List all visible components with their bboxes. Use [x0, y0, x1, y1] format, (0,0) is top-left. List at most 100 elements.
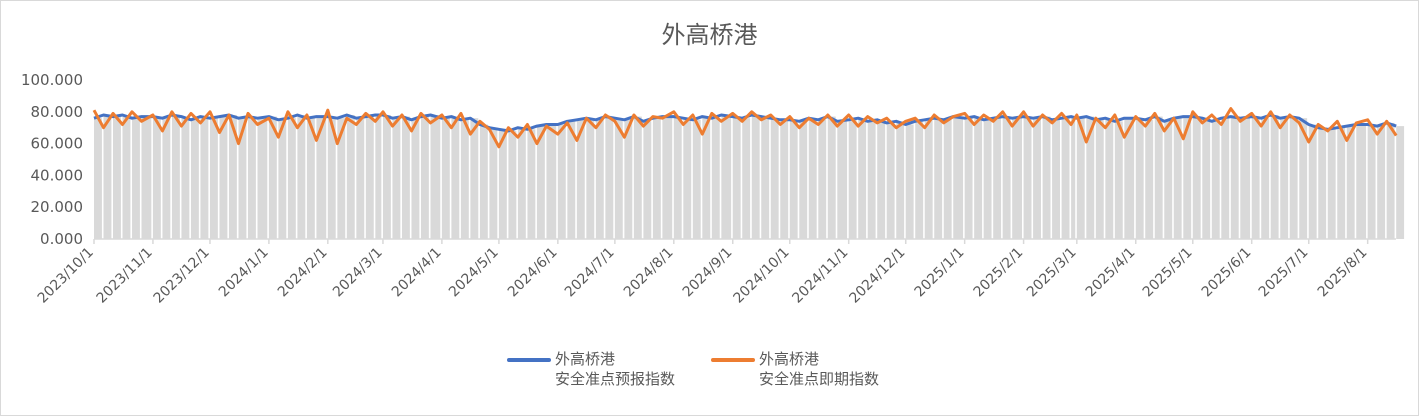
- background-column: [780, 119, 789, 239]
- background-column: [536, 126, 545, 239]
- background-column: [692, 119, 701, 239]
- background-column: [546, 124, 557, 239]
- background-column: [557, 124, 566, 239]
- background-column: [1086, 116, 1095, 239]
- background-column: [1002, 116, 1011, 239]
- background-column: [1386, 122, 1395, 239]
- y-tick-label: 60.000: [31, 135, 84, 153]
- background-column: [1270, 114, 1279, 239]
- background-column: [1202, 118, 1211, 239]
- x-tick-label: 2025/8/1: [1315, 245, 1371, 301]
- background-column: [673, 116, 682, 239]
- x-tick-label: 2025/1/1: [912, 245, 968, 301]
- legend-label-line2: 安全准点即期指数: [759, 370, 880, 388]
- background-column: [953, 116, 964, 239]
- background-column: [751, 114, 760, 239]
- background-column: [1367, 124, 1376, 239]
- background-column: [770, 118, 779, 239]
- background-column: [1230, 116, 1239, 239]
- background-column: [190, 119, 199, 239]
- background-column: [848, 119, 857, 239]
- background-column: [209, 118, 218, 239]
- background-column: [517, 127, 526, 239]
- background-column: [365, 116, 374, 239]
- legend-item-forecast: 外高桥港 安全准点预报指数: [507, 349, 675, 389]
- background-column: [1033, 118, 1041, 239]
- background-column: [1154, 116, 1163, 239]
- background-column: [1280, 118, 1289, 239]
- background-column: [1261, 118, 1270, 239]
- background-column: [818, 119, 827, 239]
- background-column: [586, 118, 595, 239]
- background-column: [1164, 121, 1173, 239]
- background-column: [508, 130, 517, 239]
- background-column: [905, 124, 914, 239]
- background-column: [94, 118, 102, 239]
- legend-swatch-realtime: [711, 358, 755, 362]
- background-column: [278, 119, 287, 239]
- background-column: [356, 118, 365, 239]
- background-column: [113, 116, 121, 239]
- x-tick-label: 2025/4/1: [1083, 245, 1139, 301]
- x-tick-label: 2024/8/1: [621, 245, 677, 301]
- x-tick-label: 2025/3/1: [1024, 245, 1080, 301]
- background-column: [1346, 126, 1355, 239]
- background-column: [392, 118, 401, 239]
- legend-label-line1: 外高桥港: [555, 350, 616, 368]
- background-column: [411, 119, 420, 239]
- x-tick-label: 2024/5/1: [446, 245, 502, 301]
- background-column: [915, 121, 924, 239]
- background-column: [346, 114, 355, 239]
- background-column: [219, 116, 228, 239]
- background-column: [896, 121, 905, 239]
- x-tick-label: 2024/10/1: [731, 245, 793, 307]
- background-column: [974, 116, 983, 239]
- background-column: [1114, 121, 1123, 239]
- y-tick-label: 0.000: [40, 230, 83, 248]
- background-column: [1377, 126, 1386, 239]
- background-column: [1042, 116, 1051, 239]
- background-column: [614, 118, 623, 239]
- x-tick-label: 2023/11/1: [94, 245, 156, 307]
- background-column: [721, 114, 732, 239]
- background-column: [761, 116, 770, 239]
- x-tick-label: 2024/6/1: [505, 245, 561, 301]
- background-column: [711, 118, 720, 239]
- background-column: [702, 116, 711, 239]
- background-column: [152, 116, 161, 239]
- background-column: [1251, 116, 1260, 239]
- legend-swatch-forecast: [507, 358, 551, 362]
- chart-title: 外高桥港: [661, 21, 758, 49]
- background-column: [103, 114, 112, 239]
- background-column: [732, 116, 741, 239]
- background-column: [327, 116, 336, 239]
- background-column: [430, 114, 441, 239]
- background-column: [441, 118, 450, 239]
- background-column: [498, 129, 507, 239]
- background-column: [1183, 116, 1192, 239]
- background-column: [595, 119, 604, 239]
- background-column: [643, 121, 652, 239]
- background-column: [489, 127, 498, 239]
- background-column: [122, 114, 131, 239]
- background-column: [1396, 126, 1405, 239]
- background-column: [268, 116, 277, 239]
- background-column: [1145, 119, 1154, 239]
- x-tick-label: 2025/2/1: [971, 245, 1027, 301]
- legend-item-realtime: 外高桥港 安全准点即期指数: [711, 349, 879, 389]
- background-column: [683, 118, 692, 239]
- background-column: [799, 121, 808, 239]
- background-column: [662, 116, 673, 239]
- background-column: [1308, 124, 1317, 239]
- background-column: [652, 118, 661, 239]
- background-column: [162, 118, 171, 239]
- background-column: [1023, 116, 1032, 239]
- background-column: [527, 129, 536, 239]
- background-column: [479, 124, 488, 239]
- legend-label-line2: 安全准点预报指数: [555, 370, 676, 388]
- background-column: [401, 116, 410, 239]
- background-column: [943, 119, 952, 239]
- background-column: [1173, 118, 1182, 239]
- x-tick-label: 2024/7/1: [562, 245, 618, 301]
